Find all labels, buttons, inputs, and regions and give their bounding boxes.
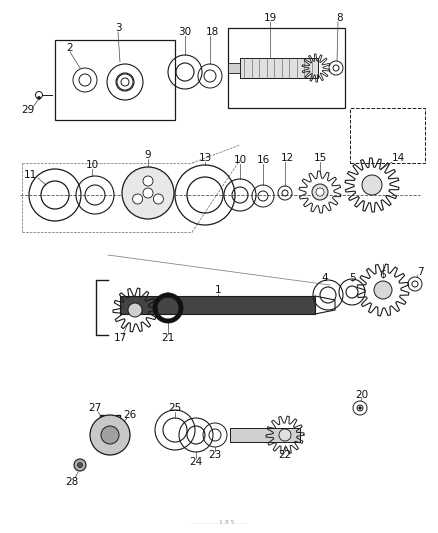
Text: 1: 1 — [215, 285, 221, 295]
Circle shape — [101, 426, 119, 444]
Circle shape — [38, 96, 40, 100]
Text: 30: 30 — [178, 27, 191, 37]
Bar — [350, 108, 425, 163]
Bar — [240, 58, 318, 78]
Circle shape — [90, 415, 130, 455]
Circle shape — [128, 303, 142, 317]
Text: 21: 21 — [161, 333, 175, 343]
Circle shape — [143, 188, 153, 198]
Circle shape — [316, 188, 324, 196]
Text: 17: 17 — [113, 333, 127, 343]
Text: 3: 3 — [115, 23, 121, 33]
Circle shape — [122, 167, 174, 219]
Text: 26: 26 — [124, 410, 137, 420]
Text: 20: 20 — [356, 390, 368, 400]
Text: 5: 5 — [349, 273, 355, 283]
Text: 25: 25 — [168, 403, 182, 413]
Text: 19: 19 — [263, 13, 277, 23]
Text: 15: 15 — [313, 153, 327, 163]
Circle shape — [279, 429, 291, 441]
Text: 11: 11 — [23, 170, 37, 180]
Text: 13: 13 — [198, 153, 212, 163]
Text: 23: 23 — [208, 450, 222, 460]
Text: 4: 4 — [321, 273, 328, 283]
Circle shape — [74, 459, 86, 471]
Text: 18: 18 — [205, 27, 219, 37]
Text: 7: 7 — [417, 267, 423, 277]
Circle shape — [78, 463, 82, 467]
Text: . . . . . . . 1 8 5 . . .: . . . . . . . 1 8 5 . . . — [191, 520, 247, 524]
Circle shape — [133, 194, 143, 204]
Text: 6: 6 — [380, 270, 386, 280]
Bar — [228, 28, 345, 108]
Text: 9: 9 — [145, 150, 151, 160]
Text: 10: 10 — [233, 155, 247, 165]
Text: 2: 2 — [67, 43, 73, 53]
Bar — [230, 428, 300, 442]
Circle shape — [312, 184, 328, 200]
Text: 22: 22 — [279, 450, 292, 460]
Circle shape — [153, 194, 163, 204]
Text: 27: 27 — [88, 403, 102, 413]
Text: 8: 8 — [337, 13, 343, 23]
Text: 24: 24 — [189, 457, 203, 467]
Text: 29: 29 — [21, 105, 35, 115]
Circle shape — [143, 176, 153, 186]
Text: 10: 10 — [85, 160, 99, 170]
Bar — [228, 63, 240, 73]
Text: 12: 12 — [280, 153, 293, 163]
Text: 14: 14 — [392, 153, 405, 163]
Circle shape — [374, 281, 392, 299]
Bar — [120, 296, 315, 314]
Circle shape — [358, 407, 361, 409]
Text: 16: 16 — [256, 155, 270, 165]
Text: 28: 28 — [65, 477, 79, 487]
Bar — [55, 40, 175, 120]
Circle shape — [362, 175, 382, 195]
